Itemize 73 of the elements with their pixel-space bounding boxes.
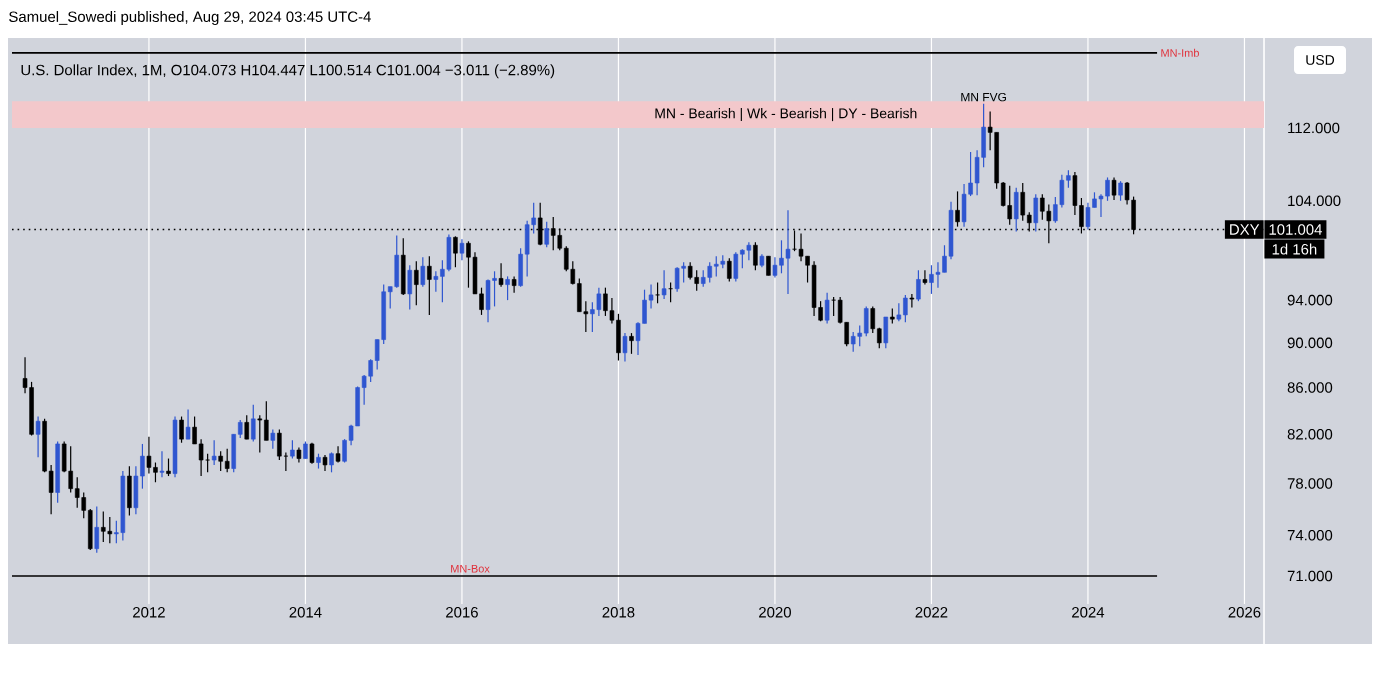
candlestick [544,221,549,248]
candlestick [707,261,712,284]
candlestick [1020,182,1025,222]
candlestick [329,451,334,473]
candlestick [146,436,152,475]
candlestick [35,415,41,458]
candlestick [394,234,399,289]
candlestick [414,260,419,306]
candlestick [727,257,732,283]
candlestick [407,264,413,311]
candlestick [270,428,276,450]
candlestick [218,450,223,472]
candlestick [257,414,263,454]
candlestick [101,511,106,543]
candlestick [909,293,915,309]
candlestick [714,255,719,277]
candlestick [655,281,660,304]
candlestick [211,439,217,466]
candlestick [466,240,471,289]
candlestick [603,287,608,317]
candlestick [922,269,928,286]
candlestick [824,292,830,324]
candlestick [661,269,667,300]
candlestick [420,256,426,288]
candlestick [622,332,628,363]
candlestick [107,516,113,544]
candlestick [1118,180,1123,202]
candlestick [550,216,556,251]
candlestick [1111,176,1117,201]
candlestick [629,332,634,355]
candlestick [674,266,680,293]
candlestick [401,237,406,296]
candlestick [798,232,804,262]
candlestick [863,305,869,337]
candlestick [903,294,908,323]
candlestick [224,448,230,473]
candlestick [185,408,191,440]
candlestick [753,241,758,271]
candlestick [883,316,889,349]
candlestick [433,270,439,293]
candlestick [929,264,934,295]
candlestick [1085,202,1091,231]
candlestick [1007,185,1012,226]
candlestick [68,445,73,494]
candlestick [746,241,752,261]
candlestick [159,450,165,478]
candlestick [459,238,465,261]
candlestick [127,465,132,517]
candlestick [785,209,791,295]
candlestick [935,261,941,289]
candlestick [1013,187,1019,233]
candlestick [290,439,295,460]
candlestick [916,269,921,302]
candlestick [179,415,184,444]
candlestick [94,505,100,554]
candlestick [681,261,686,284]
candlestick [766,255,771,276]
candlestick [831,296,836,317]
candlestick [694,269,699,292]
candlestick [264,400,269,441]
candlestick [244,414,250,440]
candlestick [453,235,458,268]
candlestick [427,255,432,316]
candlestick [511,275,517,294]
candlestick [811,260,817,317]
candlestick [505,275,510,301]
candlestick [955,190,960,228]
candlestick [733,251,739,283]
candlestick [498,262,504,288]
candlestick [1033,193,1039,233]
candlestick [850,331,856,353]
candlestick [485,278,491,323]
candlestick [251,404,256,443]
